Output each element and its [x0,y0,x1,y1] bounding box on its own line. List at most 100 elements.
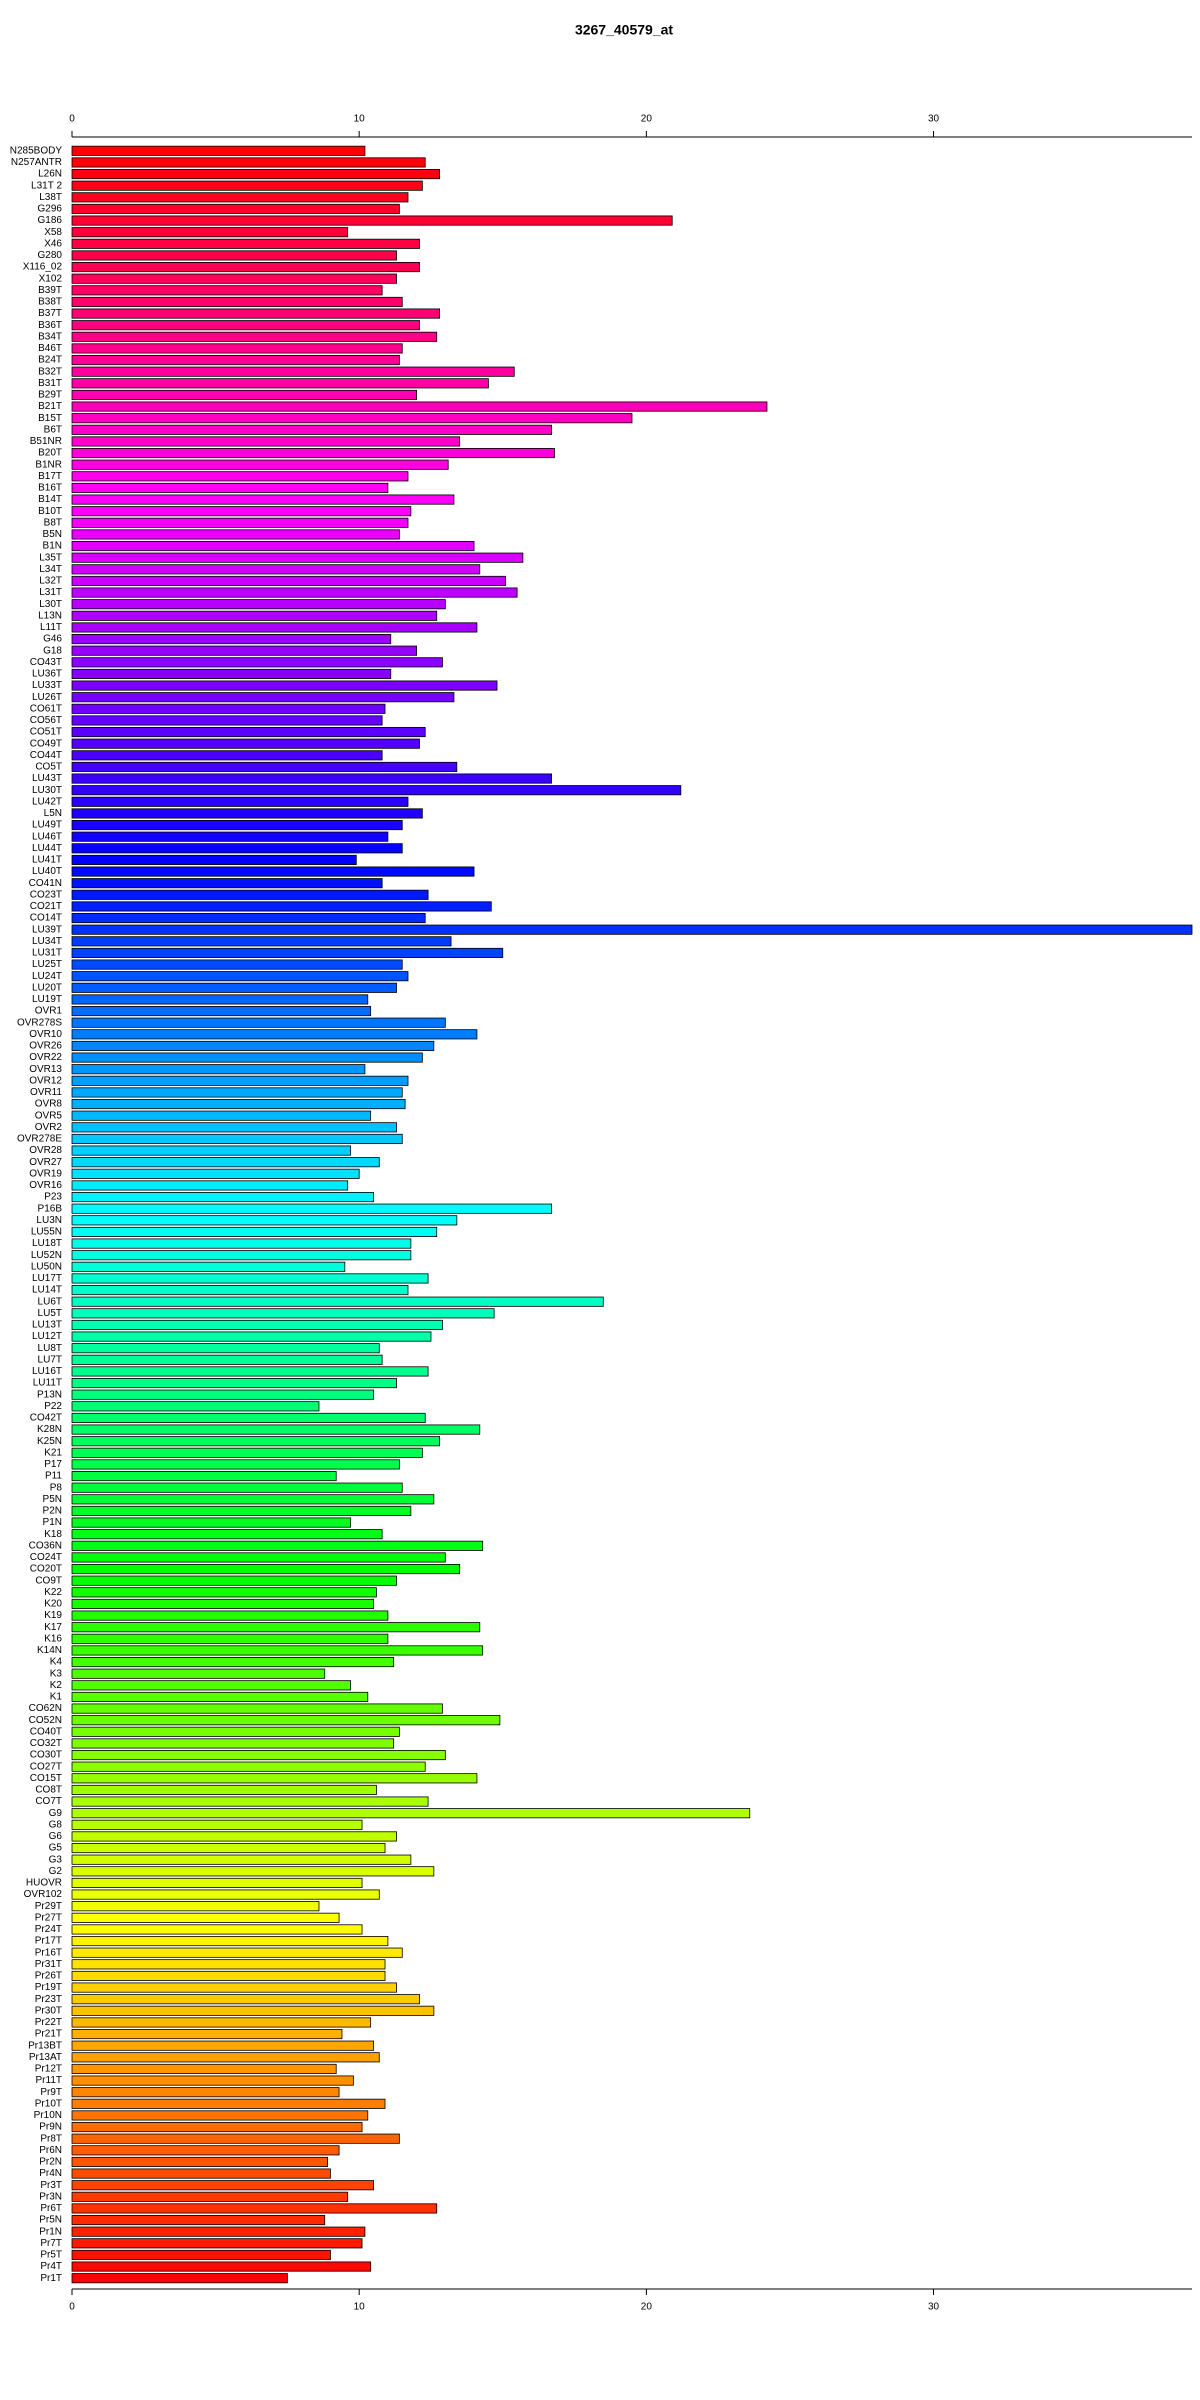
y-tick-label: Pr5N [39,2215,62,2226]
y-tick-label: CO43T [30,657,62,668]
bar [71,2122,363,2133]
bar [71,2098,386,2109]
y-tick-label: K2 [50,1680,63,1691]
bar [71,529,400,540]
bar [71,761,458,772]
bar [71,366,515,377]
y-tick-label: B39T [38,285,62,296]
y-tick-label: Pr6T [40,2203,62,2214]
bar [71,1017,446,1028]
y-tick-label: HUOVR [26,1878,62,1889]
bar [71,1285,409,1296]
bar [71,1540,484,1551]
y-tick-label: CO20T [30,1564,62,1575]
y-tick-label: LU25T [32,959,62,970]
y-tick-label: LU5T [38,1308,62,1319]
bar [71,1331,432,1342]
bar [71,1052,423,1063]
bar [71,2261,372,2272]
bar [71,2168,331,2179]
bar [71,506,412,517]
bar [71,1133,403,1144]
bar [71,1250,412,1261]
y-tick-label: B6T [44,424,62,435]
bar [71,1668,326,1679]
bar [71,1645,484,1656]
y-tick-label: OVR278E [17,1134,62,1145]
y-tick-label: CO51T [30,727,62,738]
bar [71,692,455,703]
bar [71,1378,397,1389]
bar [71,1622,481,1633]
y-tick-label: B31T [38,378,62,389]
y-tick-label: CO7T [35,1796,62,1807]
y-tick-label: Pr27T [35,1912,62,1923]
bar [71,843,403,854]
x-tick-label: 20 [641,2302,653,2313]
bar [71,1261,346,1272]
y-tick-label: G3 [49,1854,63,1865]
y-tick-label: OVR10 [29,1029,62,1040]
bar [71,1482,403,1493]
x-tick-label: 10 [354,2302,366,2313]
y-tick-label: B8T [44,517,62,528]
bar [71,1436,440,1447]
y-tick-label: P16B [38,1203,63,1214]
y-tick-label: LU33T [32,680,62,691]
bar [71,389,418,400]
bar [71,1168,360,1179]
y-tick-label: K17 [44,1622,62,1633]
y-tick-label: LU11T [33,1378,62,1389]
y-tick-label: CO14T [30,913,62,924]
y-tick-label: P11 [45,1471,62,1482]
bar [71,1784,377,1795]
chart-title: 3267_40579_at [575,22,673,38]
bar [71,1157,380,1168]
y-tick-label: LU16T [32,1366,62,1377]
y-tick-label: LU20T [32,982,62,993]
bar [71,1657,395,1668]
bar [71,866,475,877]
bar [71,645,418,656]
y-tick-label: K25N [37,1436,62,1447]
bar [71,308,440,319]
y-tick-label: CO5T [35,762,62,773]
x-tick-label: 30 [928,2302,940,2313]
bar [71,1982,397,1993]
bar [71,1843,386,1854]
y-tick-label: OVR28 [29,1145,62,1156]
y-tick-label: B17T [38,471,62,482]
y-tick-label: OVR102 [24,1889,63,1900]
y-tick-label: Pr26T [35,1971,62,1982]
bar [71,273,397,284]
bar [71,2226,366,2237]
bar [71,1029,478,1040]
bar [71,1773,478,1784]
bar [71,750,383,761]
y-tick-label: CO40T [30,1726,62,1737]
bar [71,192,409,203]
y-tick-label: CO44T [30,750,62,761]
bar [71,1691,369,1702]
bar [71,1366,429,1377]
y-tick-label: B38T [38,297,62,308]
bar [71,703,386,714]
bar [71,1122,397,1133]
bar [71,1006,372,1017]
y-tick-label: LU41T [32,855,62,866]
y-tick-label: Pr10N [34,2110,62,2121]
bar [71,1924,363,1935]
y-tick-label: Pr17T [35,1936,62,1947]
y-tick-label: Pr8T [40,2133,62,2144]
bar [71,1959,386,1970]
y-tick-label: OVR16 [29,1180,62,1191]
y-tick-label: B21T [38,401,62,412]
y-tick-label: LU26T [32,692,62,703]
y-tick-label: K1 [50,1692,63,1703]
y-tick-label: G186 [38,215,63,226]
bar [71,355,400,366]
y-tick-label: LU30T [32,785,62,796]
bar [71,285,383,296]
bar [71,331,438,342]
y-tick-label: LU50N [31,1261,62,1272]
